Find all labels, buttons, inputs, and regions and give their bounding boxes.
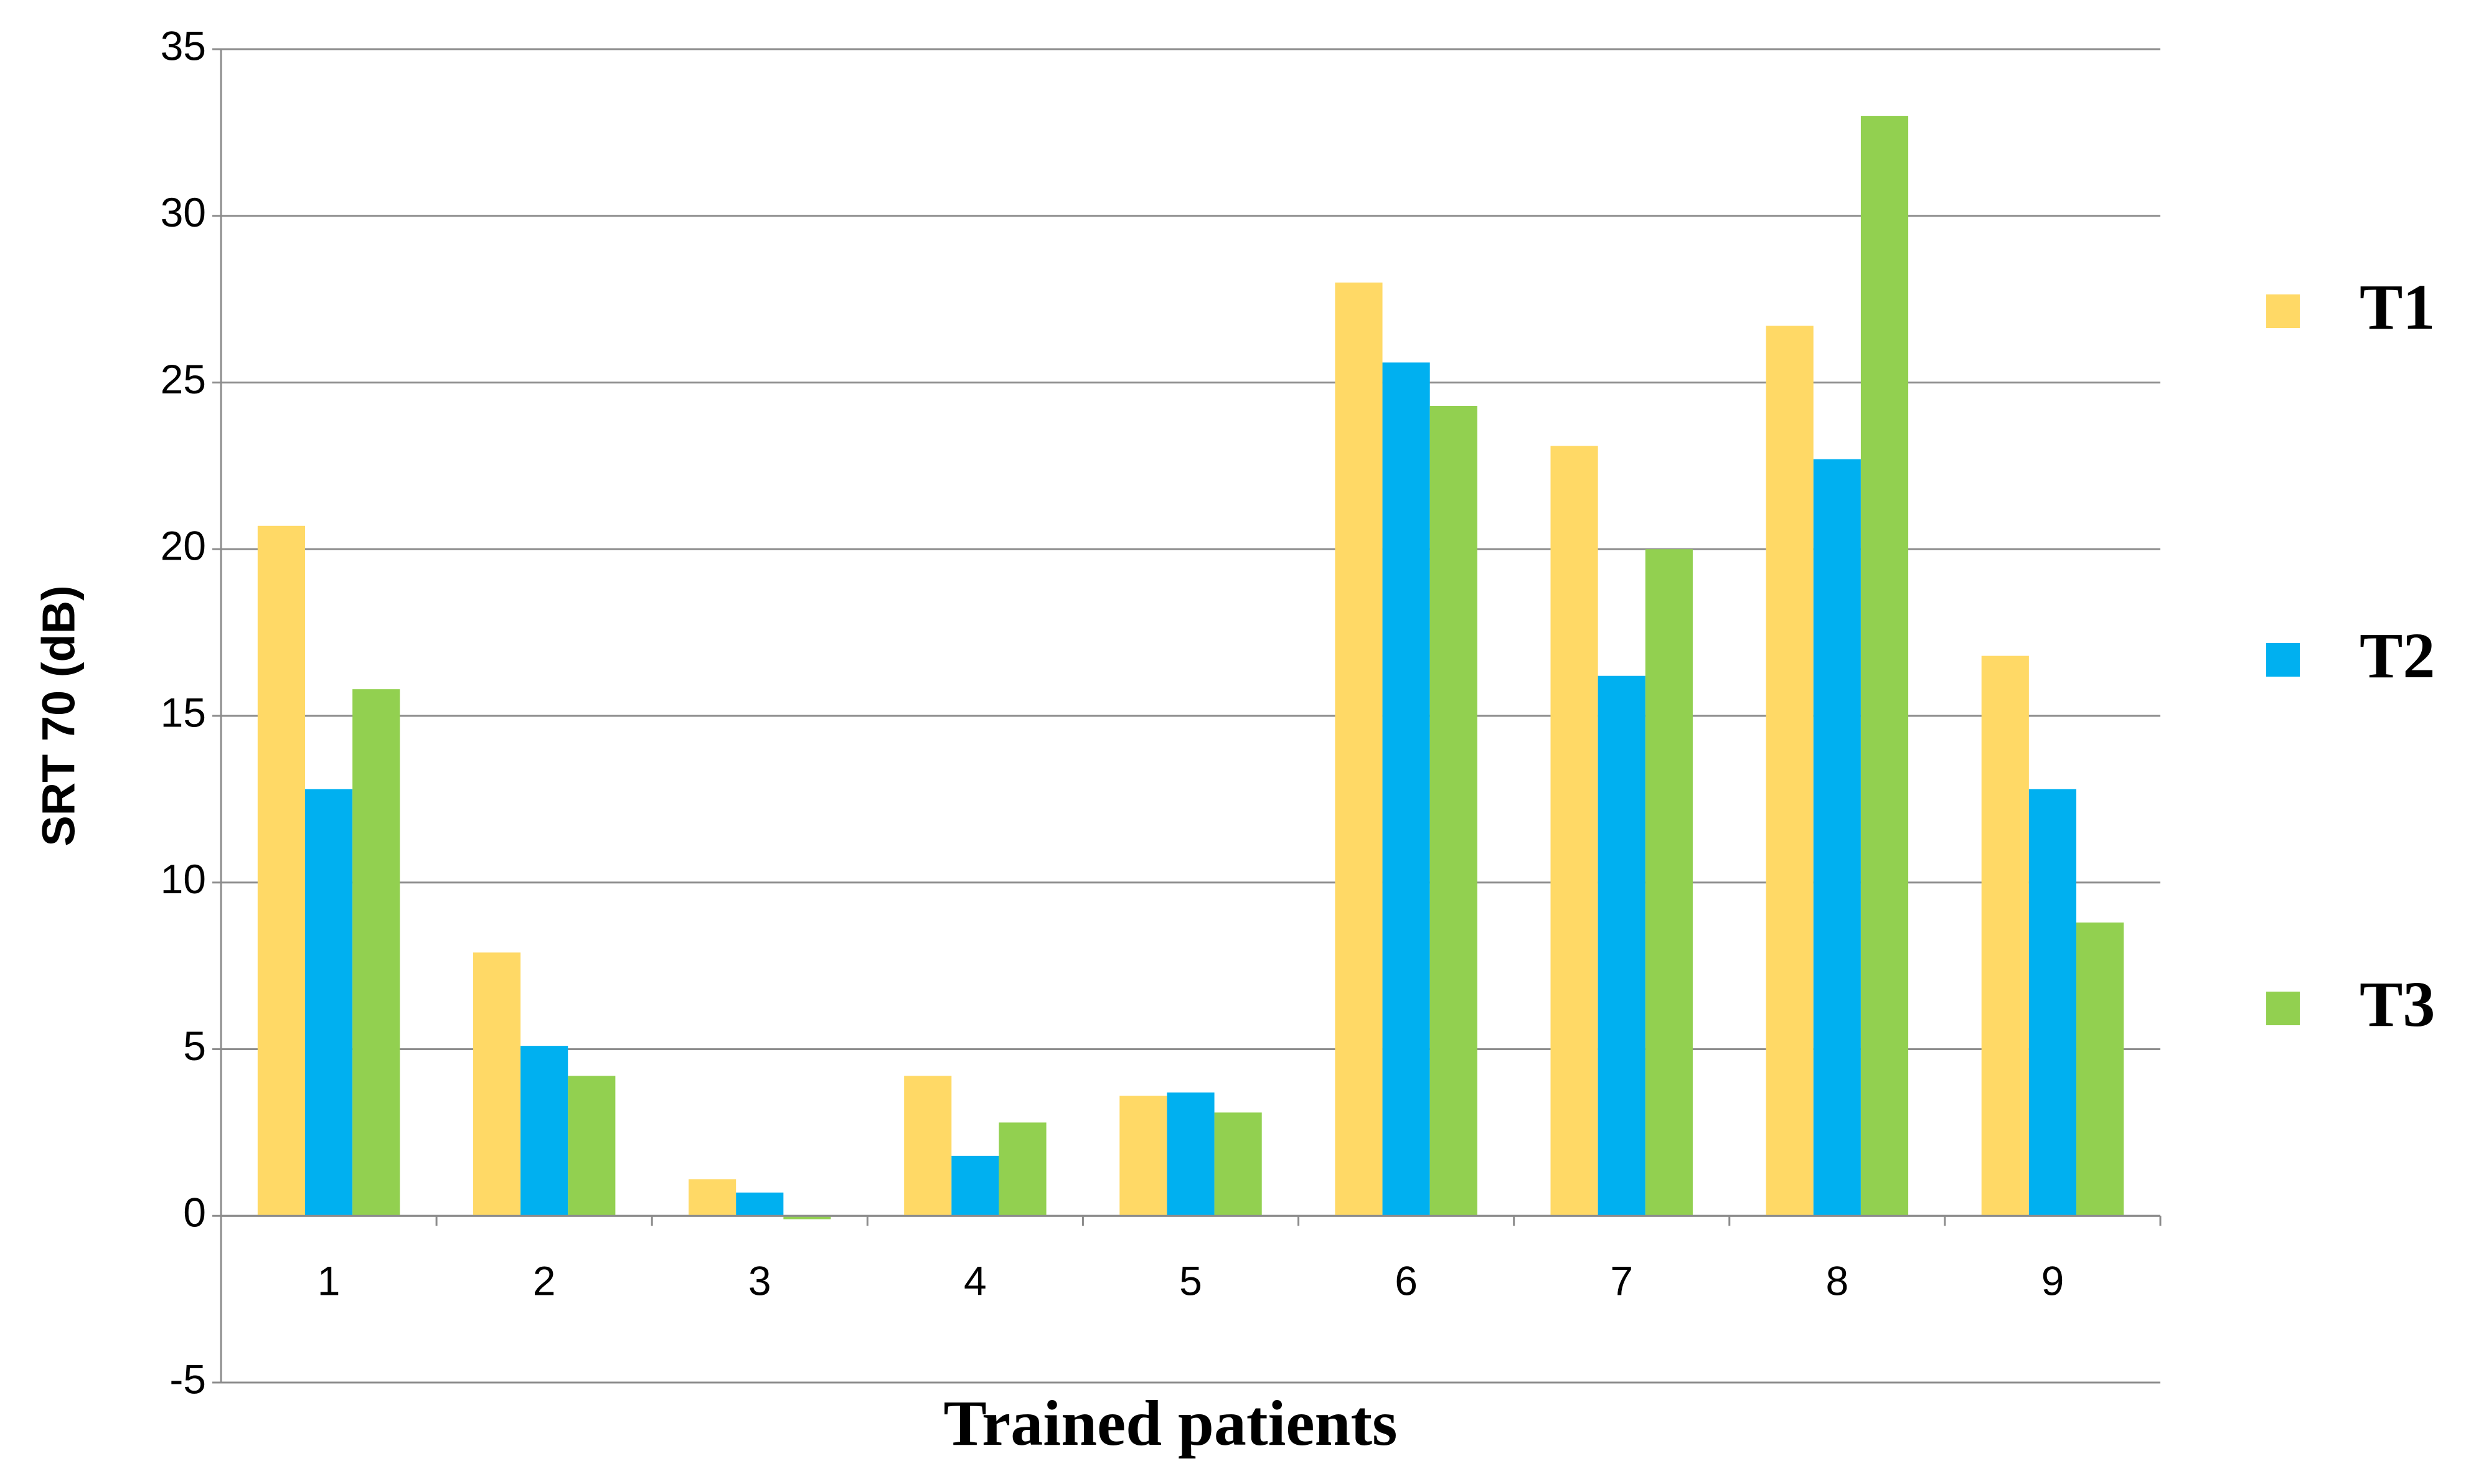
x-tick-label: 4 — [964, 1258, 987, 1304]
y-tick-label: 5 — [183, 1023, 206, 1069]
bar — [568, 1076, 616, 1216]
y-tick-label: 25 — [161, 356, 206, 402]
x-tick-label: 2 — [533, 1258, 556, 1304]
bar — [1550, 446, 1598, 1216]
y-axis-label: SRT 70 (dB) — [33, 585, 85, 846]
bar — [1981, 655, 2029, 1216]
bar — [2028, 789, 2077, 1216]
x-tick-label: 9 — [2041, 1258, 2064, 1304]
bar — [1335, 282, 1383, 1216]
x-tick-label: 3 — [748, 1258, 771, 1304]
bar — [257, 525, 305, 1216]
bar — [1645, 549, 1693, 1216]
bar — [736, 1192, 784, 1216]
bar — [999, 1122, 1047, 1216]
y-tick-label: 35 — [161, 22, 206, 68]
x-axis-label: Trained patients — [943, 1388, 1397, 1459]
x-tick-label: 5 — [1179, 1258, 1202, 1304]
y-tick-label: 30 — [161, 189, 206, 235]
legend-label: T2 — [2360, 620, 2435, 692]
bar — [1860, 116, 1909, 1216]
x-tick-label: 7 — [1610, 1258, 1633, 1304]
bar — [1598, 675, 1645, 1216]
bar — [304, 789, 353, 1216]
y-tick-label: 0 — [183, 1190, 206, 1236]
legend-swatch — [2266, 992, 2300, 1025]
bar — [1382, 362, 1430, 1216]
y-tick-label: -5 — [169, 1356, 206, 1402]
bar — [1214, 1112, 1262, 1216]
bar — [1766, 326, 1814, 1216]
bar — [1813, 459, 1861, 1216]
bar — [783, 1216, 831, 1219]
bar — [1167, 1092, 1215, 1216]
legend-swatch — [2266, 643, 2300, 677]
legend-swatch — [2266, 294, 2300, 328]
bar — [352, 689, 400, 1216]
bar — [473, 952, 521, 1216]
x-tick-label: 8 — [1825, 1258, 1848, 1304]
legend-label: T3 — [2360, 969, 2435, 1040]
y-tick-label: 10 — [161, 856, 206, 902]
bar — [2076, 923, 2124, 1216]
x-tick-label: 6 — [1395, 1258, 1418, 1304]
bar — [1119, 1096, 1167, 1216]
legend-label: T1 — [2360, 271, 2435, 343]
bar — [1429, 405, 1477, 1216]
bar — [904, 1076, 952, 1216]
bar — [520, 1046, 568, 1216]
x-tick-label: 1 — [318, 1258, 341, 1304]
bar — [951, 1155, 999, 1216]
y-tick-label: 20 — [161, 523, 206, 569]
bar — [689, 1179, 737, 1216]
y-tick-label: 15 — [161, 689, 206, 735]
